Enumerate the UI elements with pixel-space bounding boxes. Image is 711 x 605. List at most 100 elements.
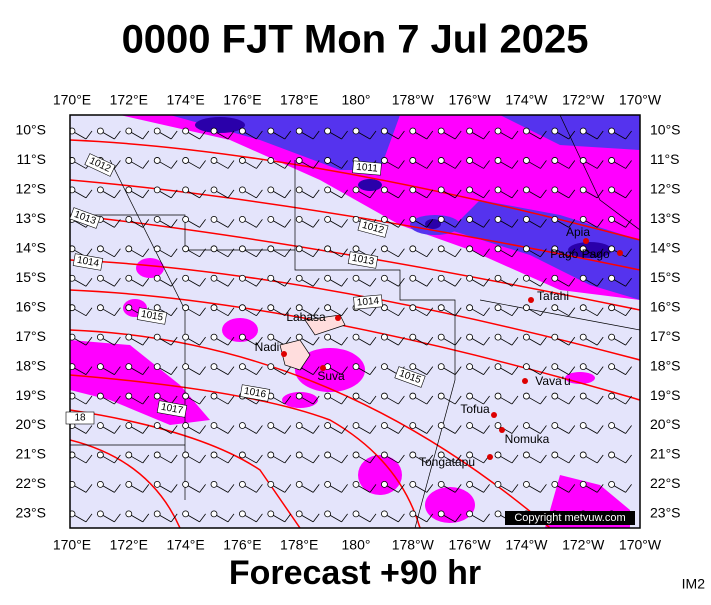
wind-barb [70,333,93,346]
footer: Forecast +90 hr [229,554,481,592]
wind-barb [182,157,206,169]
barb-station [380,480,388,488]
barb-flag [312,484,320,493]
barb-flag [142,130,150,140]
barb-station [324,186,332,194]
barb-station [210,480,218,488]
barb-station [380,333,388,341]
wind-barb [295,215,320,228]
wind-barb [125,274,150,287]
barb-flag [483,189,490,199]
barb-flag [170,189,178,199]
barb-station [608,451,615,459]
wind-barb [494,215,519,228]
barb-flag [227,336,235,346]
barb-flag [369,395,377,405]
barb-station [352,274,360,282]
barb-flag [398,336,405,346]
wind-barb [125,127,150,140]
barb-flag [596,160,604,169]
wind-barb [210,245,235,258]
barb-flag [568,366,576,375]
wind-barb [70,127,93,140]
barb-flag [199,484,206,493]
barb-station [466,127,474,135]
barb-station [267,422,275,429]
barb-flag [341,278,348,287]
wind-barb [324,510,348,523]
barb-flag [341,336,348,346]
barb-flag [170,307,178,316]
barb-flag [85,366,93,375]
barb-station [380,304,388,312]
barb-station [267,333,275,341]
barb-flag [170,425,178,434]
isobar-label: 1015 [136,307,168,325]
wind-barb [523,245,547,258]
barb-flag [511,395,519,405]
wind-barb [267,304,292,317]
lat-label-right: 21°S [650,446,681,462]
wind-barb [182,392,206,405]
barb-flag [540,189,547,199]
barb-flag [398,189,405,199]
lat-label-right: 12°S [650,181,681,197]
isobar-label-box [69,207,101,229]
barb-flag [114,278,121,287]
barb-flag [625,219,632,228]
barb-station [210,451,218,459]
barb-station [267,127,275,135]
isobar-label-text: 1016 [243,386,267,401]
barb-flag [625,248,632,258]
wind-barb [324,392,348,405]
wind-barb [579,215,604,228]
wind-barb [409,215,434,228]
lat-label-left: 20°S [15,416,46,432]
barb-flag [511,219,519,228]
wind-barb [97,480,121,493]
barb-station [380,422,388,429]
barb-station [523,157,530,164]
wind-barb [153,127,178,140]
wind-barb [352,363,377,375]
barb-station [153,186,161,194]
wind-barb [437,510,462,523]
barb-flag [142,366,150,375]
wind-barb [380,274,405,287]
wind-barb [210,186,235,199]
lat-label-right: 13°S [650,210,681,226]
wind-barb [380,422,405,434]
wind-barb [97,363,121,375]
barb-flag [85,395,93,405]
barb-flag [85,513,93,523]
wind-barb [238,480,263,493]
barb-station [551,363,559,371]
wind-barb [579,333,604,346]
barb-flag [199,130,206,140]
barb-station [238,451,246,459]
barb-flag [341,425,348,434]
barb-station [324,422,332,429]
wind-barb [153,186,178,199]
wind-barb [551,127,576,140]
barb-station [579,157,587,164]
barb-station [182,422,190,429]
barb-flag [170,513,178,523]
barb-flag [114,366,121,375]
lon-label-top: 176°W [449,92,492,108]
wind-barb [125,422,150,434]
wind-barb [210,274,235,287]
barb-flag [398,248,405,258]
lat-label-right: 18°S [650,357,681,373]
barb-flag [369,454,377,464]
barb-station [608,304,615,312]
wind-barb [97,451,121,464]
barb-flag [454,395,462,405]
barb-flag [369,366,377,375]
wind-barb [466,127,490,140]
lon-label-bottom: 174°E [166,537,204,553]
barb-station [380,215,388,223]
barb-station [579,363,587,371]
barb-flag [426,484,434,493]
barb-flag [398,513,405,523]
